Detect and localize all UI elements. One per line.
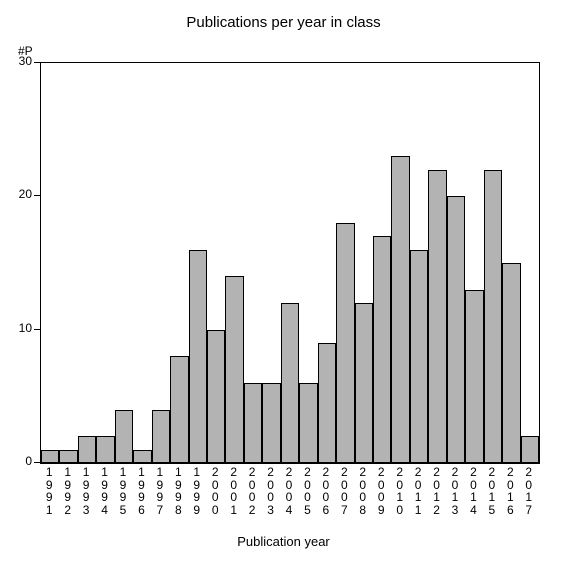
bar: [41, 450, 59, 463]
xtick-label: 2014: [464, 466, 482, 516]
xtick-label: 2006: [317, 466, 335, 516]
xtick-label: 2005: [298, 466, 316, 516]
bar: [428, 170, 446, 463]
plot-area: [40, 62, 540, 464]
bar: [484, 170, 502, 463]
xtick-label: 1998: [169, 466, 187, 516]
xtick-label: 2011: [409, 466, 427, 516]
ytick-mark: [34, 195, 40, 196]
ytick-mark: [34, 329, 40, 330]
bar: [96, 436, 114, 463]
xtick-label: 2008: [354, 466, 372, 516]
bar: [355, 303, 373, 463]
ytick-label: 30: [10, 54, 32, 68]
bar: [207, 330, 225, 463]
xtick-label: 2009: [372, 466, 390, 516]
ytick-label: 20: [10, 187, 32, 201]
ytick-label: 10: [10, 321, 32, 335]
ytick-mark: [34, 462, 40, 463]
xtick-label: 1999: [188, 466, 206, 516]
bar: [336, 223, 354, 463]
xtick-label: 2010: [390, 466, 408, 516]
xtick-label: 1997: [151, 466, 169, 516]
xtick-label: 2007: [335, 466, 353, 516]
bar: [244, 383, 262, 463]
xtick-label: 1994: [95, 466, 113, 516]
xtick-label: 2004: [280, 466, 298, 516]
bar: [189, 250, 207, 463]
bar: [170, 356, 188, 463]
xtick-label: 2013: [446, 466, 464, 516]
xtick-label: 1993: [77, 466, 95, 516]
ytick-mark: [34, 62, 40, 63]
bar: [262, 383, 280, 463]
xtick-label: 1992: [58, 466, 76, 516]
ytick-label: 0: [10, 454, 32, 468]
xtick-label: 2000: [206, 466, 224, 516]
bar: [299, 383, 317, 463]
bar: [133, 450, 151, 463]
bar: [502, 263, 520, 463]
bar: [465, 290, 483, 463]
bar: [281, 303, 299, 463]
bar: [391, 156, 409, 463]
bar: [152, 410, 170, 463]
bar: [373, 236, 391, 463]
bar: [115, 410, 133, 463]
bar: [521, 436, 539, 463]
xtick-label: 2012: [427, 466, 445, 516]
xtick-label: 1991: [40, 466, 58, 516]
xtick-label: 2016: [501, 466, 519, 516]
xtick-label: 1995: [114, 466, 132, 516]
xtick-label: 2003: [261, 466, 279, 516]
bar: [410, 250, 428, 463]
bar: [225, 276, 243, 463]
bar: [59, 450, 77, 463]
xtick-label: 2015: [483, 466, 501, 516]
xtick-label: 2002: [243, 466, 261, 516]
xtick-label: 1996: [132, 466, 150, 516]
bar: [78, 436, 96, 463]
xtick-label: 2017: [520, 466, 538, 516]
bar: [447, 196, 465, 463]
bar: [318, 343, 336, 463]
xtick-label: 2001: [224, 466, 242, 516]
chart-title: Publications per year in class: [0, 14, 567, 31]
x-axis-label: Publication year: [0, 534, 567, 549]
chart-container: Publications per year in class #P Public…: [0, 0, 567, 567]
